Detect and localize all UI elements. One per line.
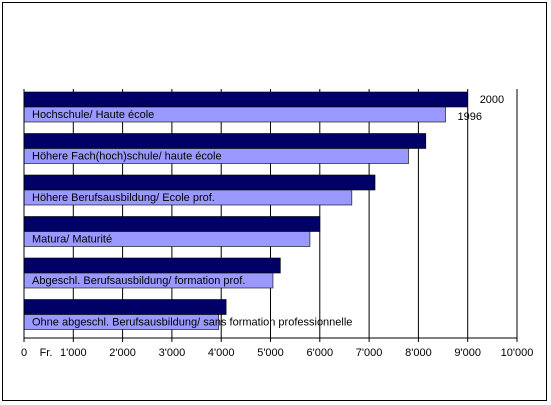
x-tick-label: 2'000: [109, 347, 136, 359]
x-tick-label: 7'000: [356, 347, 383, 359]
series-label-2000: 2000: [480, 94, 504, 106]
bar-2000: [23, 174, 376, 191]
category-label: Matura/ Maturité: [32, 234, 112, 246]
x-tick-label: 10'000: [501, 347, 534, 359]
bar-2000: [23, 91, 469, 108]
x-tick-label: 9'000: [454, 347, 481, 359]
x-tick-label: 3'000: [159, 347, 186, 359]
bar-2000: [23, 216, 321, 232]
x-tick-label: 0: [21, 347, 27, 359]
category-label: Höhere Berufsausbildung/ Ecole prof.: [32, 192, 215, 204]
bar-2000: [23, 299, 227, 315]
series-label-1996: 1996: [458, 111, 482, 123]
category-label: Abgeschl. Berufsausbildung/ formation pr…: [32, 275, 245, 287]
x-tick-label: 5'000: [257, 347, 284, 359]
category-label: Hochschule/ Haute école: [32, 109, 154, 121]
bar-2000: [23, 257, 281, 274]
x-unit-label: Fr.: [40, 347, 53, 359]
chart-frame: Hochschule/ Haute école Höhere Fach(hoch)…: [2, 2, 547, 401]
category-label: Ohne abgeschl. Berufsausbildung/ sans fo…: [32, 317, 352, 329]
x-tick-label: 6'000: [307, 347, 334, 359]
category-label: Höhere Fach(hoch)schule/ haute école: [32, 151, 222, 163]
x-tick-label: 8'000: [405, 347, 432, 359]
bar-chart: Hochschule/ Haute école Höhere Fach(hoch)…: [21, 89, 534, 359]
x-tick-label: 1'000: [60, 347, 87, 359]
x-tick-label: 4'000: [208, 347, 235, 359]
bar-2000: [23, 133, 427, 149]
